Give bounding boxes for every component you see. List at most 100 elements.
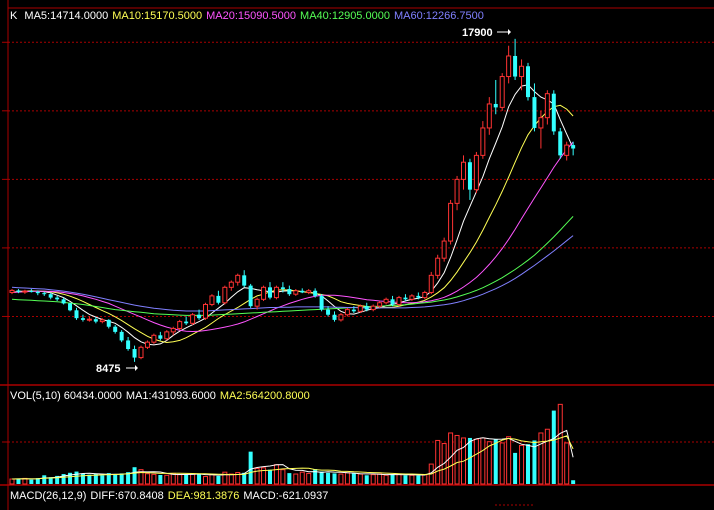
volume-bar-up [377,473,383,485]
candle [409,294,415,302]
candle-body-down [16,290,21,292]
candle-body-down [551,93,556,132]
volume-legend-item-0: VOL(5,10) 60434.0000 [10,390,122,402]
volume-bar-up [370,474,376,485]
candle [293,289,299,296]
candle [268,282,272,300]
candle-body-up [164,331,170,340]
candle [197,309,202,320]
ma-legend-item-2: MA20:15090.5000 [206,10,297,22]
candle-body-up [383,298,389,304]
volume-bar-up [499,442,505,485]
volume-ma-line-ma1 [11,429,574,480]
volume-moving-averages [11,429,574,480]
candle-body-up [396,297,402,305]
volume-bar-down [467,437,472,484]
candle-body-up [506,55,512,78]
candle [35,290,40,296]
volume-bar-up [486,441,492,485]
volume-bar-down [113,474,118,484]
volume-bar-down [551,410,556,484]
ma-line-ma40 [11,216,574,316]
volume-legend-item-2: MA2:564200.8000 [219,390,310,402]
candle [338,313,344,322]
candle-body-down [93,319,98,322]
volume-bar-up [177,474,183,485]
candle [480,121,486,159]
volume-bar-down [416,475,421,484]
candle [184,316,189,326]
candle [403,294,408,302]
volume-bar-up [544,428,550,485]
volume-bar-up [222,471,228,485]
candle [164,330,170,341]
ma-legend-item-4: MA60:12266.7500 [393,10,484,22]
candle [144,340,150,350]
candle-body-up [228,281,234,288]
price-moving-averages [11,84,574,346]
low-arrow-icon [135,365,138,371]
volume-bar-down [184,474,189,484]
volume-bar-up [519,444,525,485]
volume-bar-up [473,438,479,485]
volume-bar-down [268,469,272,484]
volume-bar-down [532,440,537,484]
volume-bar-down [55,475,60,484]
candle [313,288,318,298]
volume-bar-down [390,474,395,484]
candle [222,285,228,305]
candle-body-down [74,310,79,319]
volume-bar-down [364,475,369,484]
price-legend: K MA5:14714.0000 MA10:15170.5000 MA20:1509… [10,10,492,23]
candle-body-down [242,275,247,286]
volume-bar-down [132,467,137,484]
ma-line-ma10 [11,104,574,344]
candle [519,59,525,91]
candle-body-down [332,314,337,320]
volume-bar-down [119,473,124,484]
candle-body-down [29,291,34,293]
candle-body-down [42,293,47,295]
candle [158,331,163,341]
candle-body-down [364,306,369,310]
macd-legend-item-3: MACD:-621.0937 [243,490,329,502]
macd-legend: MACD(26,12,9) DIFF:670.8408 DEA:981.3876 MA… [10,490,336,503]
candle [383,297,389,305]
volume-bar-up [506,436,512,485]
candle [216,290,221,305]
candle-body-down [493,103,498,108]
volume-ma-line-ma2 [11,435,574,480]
candle [138,345,144,360]
macd-legend-item-1: DIFF:670.8408 [90,490,164,502]
candle [448,199,454,245]
candle [22,289,28,294]
volume-bar-up [209,474,215,485]
volume-bar-down [61,474,66,484]
candle [486,97,492,135]
candle-body-down [319,295,324,310]
candle [68,302,73,312]
candle-body-down [119,331,124,341]
candle-body-down [416,295,421,298]
candle [344,307,350,317]
volume-bar-up [164,474,170,485]
candle [126,337,131,351]
candle-body-up [377,302,383,307]
candle-body-up [99,319,105,323]
volume-bar-down [319,471,324,484]
volume-bar-down [80,473,85,484]
candle-body-up [86,318,92,321]
candle-body-up [151,334,157,343]
candle [74,307,79,320]
volume-bar-up [564,442,570,485]
candle-body-up [544,93,550,119]
candle [538,110,544,149]
candle [396,295,402,307]
candle [467,158,472,200]
candle-body-up [454,178,460,204]
high-arrow-icon [508,29,511,35]
volume-bar-up [557,403,563,485]
macd-legend-item-0: MACD(26,12,9) [10,490,87,502]
candle [332,311,337,322]
